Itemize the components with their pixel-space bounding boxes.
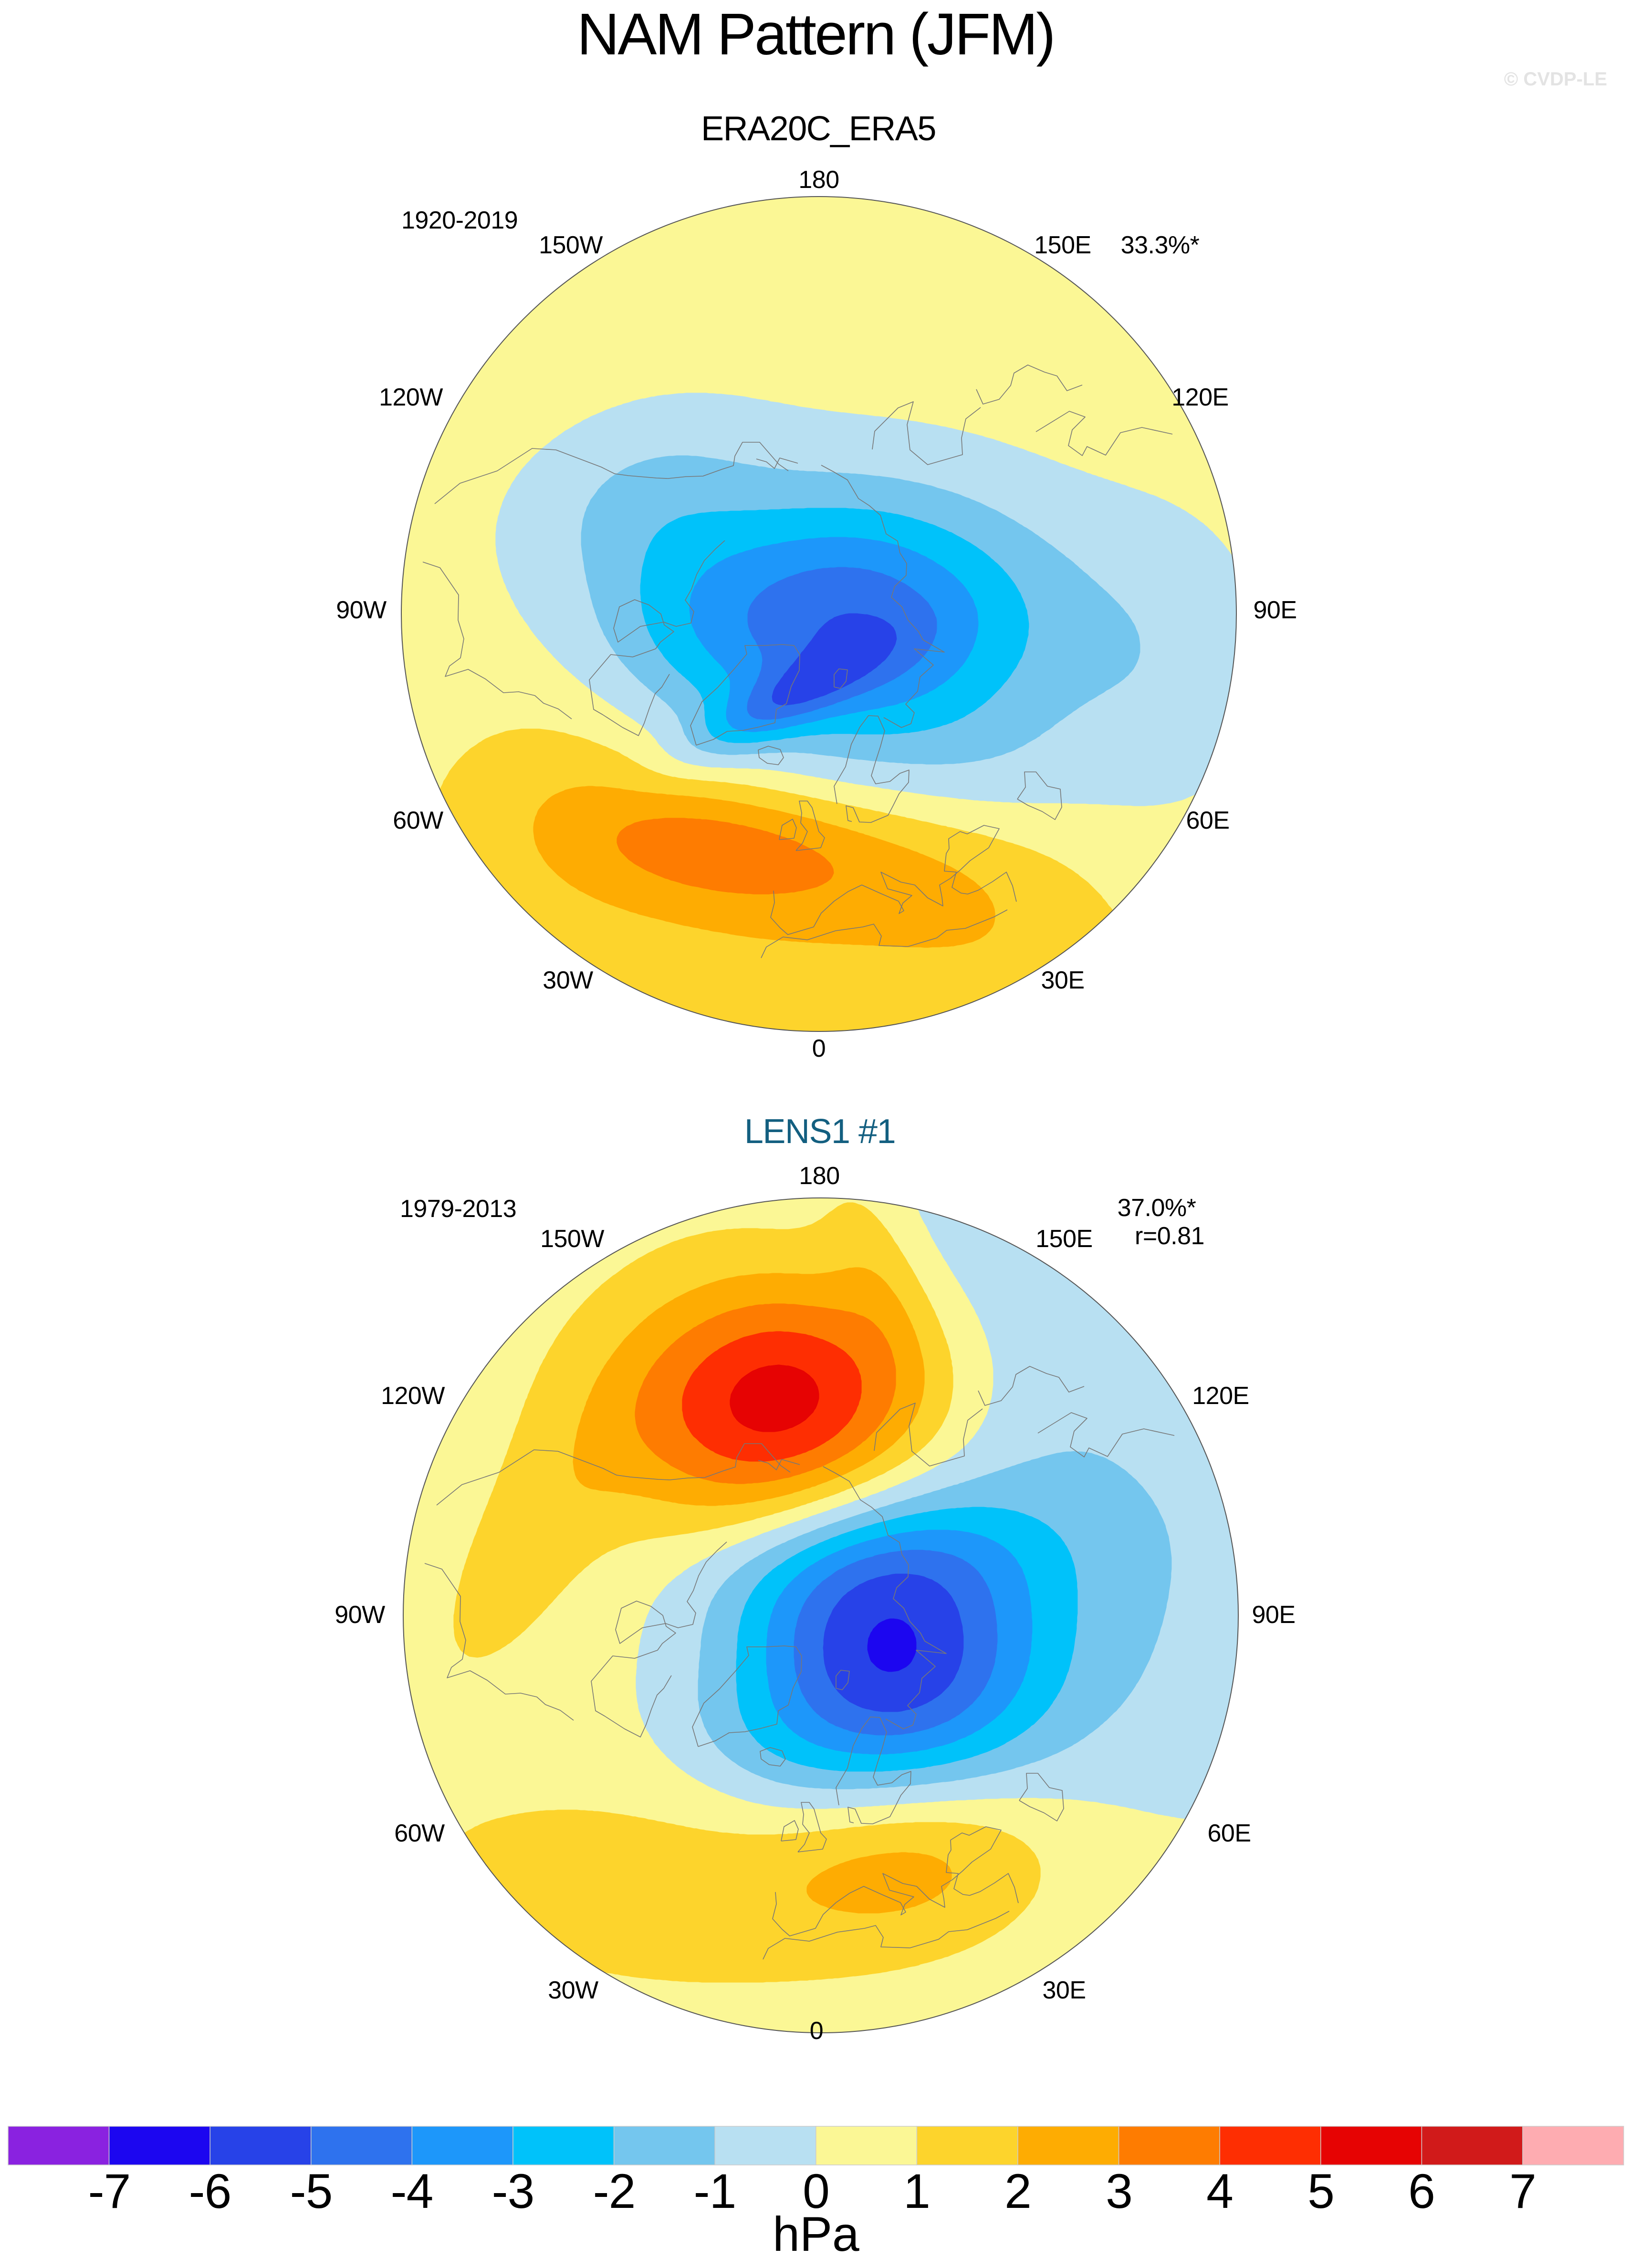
svg-text:r=0.81: r=0.81 (1135, 1222, 1204, 1250)
svg-text:60E: 60E (1186, 807, 1229, 834)
svg-text:© CVDP-LE: © CVDP-LE (1504, 69, 1607, 90)
svg-text:-7: -7 (88, 2164, 131, 2218)
svg-text:-2: -2 (593, 2164, 636, 2218)
svg-text:33.3%*: 33.3%* (1121, 231, 1200, 259)
svg-text:0: 0 (803, 2164, 829, 2218)
svg-text:120E: 120E (1171, 384, 1228, 411)
svg-text:30W: 30W (543, 967, 593, 994)
svg-text:hPa: hPa (773, 2207, 859, 2261)
svg-text:4: 4 (1206, 2164, 1233, 2218)
svg-text:180: 180 (798, 166, 839, 194)
svg-text:30W: 30W (548, 1977, 598, 2004)
svg-text:ERA20C_ERA5: ERA20C_ERA5 (701, 110, 936, 148)
svg-text:120E: 120E (1192, 1382, 1249, 1410)
svg-text:7: 7 (1509, 2164, 1536, 2218)
svg-text:1920-2019: 1920-2019 (401, 207, 518, 234)
svg-text:60W: 60W (393, 807, 443, 834)
svg-text:30E: 30E (1042, 1977, 1086, 2004)
svg-text:-4: -4 (391, 2164, 433, 2218)
svg-text:LENS1 #1: LENS1 #1 (744, 1113, 895, 1151)
svg-text:150W: 150W (539, 231, 603, 259)
svg-text:1: 1 (903, 2164, 930, 2218)
svg-text:30E: 30E (1041, 967, 1084, 994)
svg-text:-6: -6 (189, 2164, 231, 2218)
svg-text:-1: -1 (694, 2164, 736, 2218)
svg-text:90E: 90E (1253, 596, 1296, 624)
svg-text:90E: 90E (1252, 1601, 1295, 1629)
svg-text:5: 5 (1307, 2164, 1334, 2218)
svg-text:60W: 60W (394, 1820, 445, 1847)
svg-text:90W: 90W (335, 1601, 385, 1629)
svg-text:1979-2013: 1979-2013 (400, 1195, 516, 1223)
svg-text:NAM Pattern (JFM): NAM Pattern (JFM) (577, 2, 1054, 67)
svg-text:150E: 150E (1034, 231, 1091, 259)
svg-text:90W: 90W (336, 596, 387, 624)
svg-text:-3: -3 (492, 2164, 534, 2218)
svg-text:120W: 120W (381, 1382, 445, 1410)
svg-text:3: 3 (1106, 2164, 1132, 2218)
svg-text:150W: 150W (540, 1225, 604, 1253)
svg-text:180: 180 (799, 1162, 839, 1190)
svg-text:-5: -5 (290, 2164, 333, 2218)
svg-text:60E: 60E (1207, 1820, 1251, 1847)
svg-text:150E: 150E (1035, 1225, 1092, 1253)
svg-text:37.0%*: 37.0%* (1118, 1194, 1196, 1222)
svg-text:6: 6 (1408, 2164, 1435, 2218)
svg-text:120W: 120W (379, 384, 443, 411)
svg-text:0: 0 (812, 1035, 826, 1062)
svg-text:0: 0 (810, 2017, 823, 2045)
svg-text:2: 2 (1004, 2164, 1031, 2218)
